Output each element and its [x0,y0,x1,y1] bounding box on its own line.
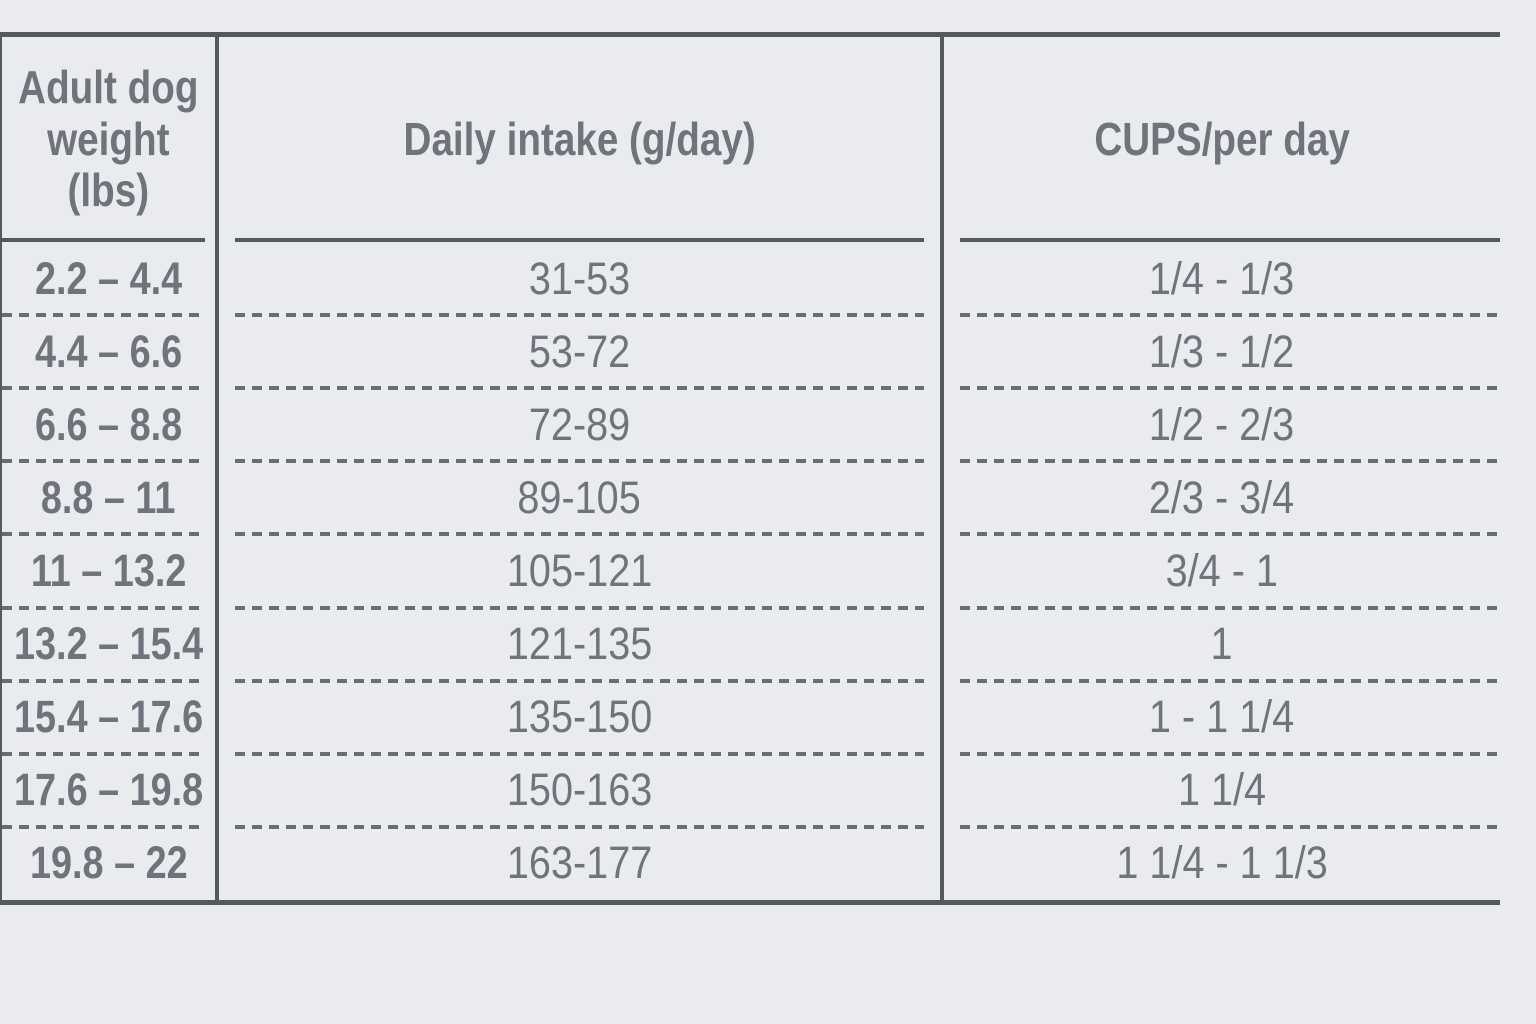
cups-value: 2/3 - 3/4 [1149,471,1295,523]
cups-value: 3/4 - 1 [1165,544,1279,596]
cups-value: 1 [1210,618,1234,670]
table-cell: 72-89 [219,388,944,464]
cups-value: 1/4 - 1/3 [1149,252,1295,304]
cups-value: 1 1/4 [1177,764,1267,816]
table-cell: 11 – 13.2 [2,534,219,610]
table-cell: 15.4 – 17.6 [2,680,219,756]
daily-intake-value: 121-135 [506,618,653,670]
table-cell: 3/4 - 1 [944,534,1500,610]
cups-value: 1/3 - 1/2 [1149,325,1295,377]
cups-value: 1 - 1 1/4 [1149,691,1295,743]
cups-value: 1 1/4 - 1 1/3 [1116,837,1328,889]
weight-range: 8.8 – 11 [41,471,176,523]
table-cell: 150-163 [219,753,944,829]
table-cell: 1/2 - 2/3 [944,388,1500,464]
dog-feeding-table: Adult dog weight (lbs) Daily intake (g/day… [0,32,1500,905]
daily-intake-value: 31-53 [528,252,631,304]
daily-intake-value: 163-177 [506,837,653,889]
cups-value: 1/2 - 2/3 [1149,398,1295,450]
table-cell: 2.2 – 4.4 [2,242,219,318]
table-cell: 13.2 – 15.4 [2,607,219,683]
weight-range: 15.4 – 17.6 [13,691,204,743]
table-cell: 2/3 - 3/4 [944,461,1500,537]
weight-range: 13.2 – 15.4 [13,618,204,670]
weight-range: 17.6 – 19.8 [13,764,204,816]
daily-intake-value: 135-150 [506,691,653,743]
weight-range: 6.6 – 8.8 [34,398,183,450]
table-cell: 121-135 [219,607,944,683]
daily-intake-value: 105-121 [506,544,653,596]
table-cell: 89-105 [219,461,944,537]
table-cell: 1/4 - 1/3 [944,242,1500,318]
daily-intake-value: 89-105 [517,471,642,523]
weight-range: 11 – 13.2 [30,544,187,596]
table-cell: 105-121 [219,534,944,610]
weight-range: 4.4 – 6.6 [34,325,183,377]
table-cell: 8.8 – 11 [2,461,219,537]
table-cell: 31-53 [219,242,944,318]
table-cell: 4.4 – 6.6 [2,315,219,391]
table-cell: 135-150 [219,680,944,756]
table-cell: 6.6 – 8.8 [2,388,219,464]
header-cups-per-day-label: CUPS/per day [1094,112,1350,165]
table-cell: 163-177 [219,826,944,900]
daily-intake-value: 72-89 [528,398,631,450]
header-daily-intake: Daily intake (g/day) [219,37,944,242]
table-cell: 1 1/4 [944,754,1500,829]
header-daily-intake-label: Daily intake (g/day) [403,112,756,165]
table-cell: 17.6 – 19.8 [2,753,219,829]
daily-intake-value: 53-72 [528,325,631,377]
table-cell: 1 [944,608,1500,683]
weight-range: 19.8 – 22 [29,837,188,889]
table-cell: 1 - 1 1/4 [944,681,1500,756]
header-adult-dog-weight-label: Adult dog weight (lbs) [18,60,199,217]
table-cell: 1/3 - 1/2 [944,315,1500,391]
weight-range: 2.2 – 4.4 [34,252,183,304]
table-cell: 19.8 – 22 [2,826,219,900]
header-adult-dog-weight: Adult dog weight (lbs) [2,37,219,242]
table-cell: 1 1/4 - 1 1/3 [944,827,1500,900]
header-cups-per-day: CUPS/per day [944,37,1500,242]
table-cell: 53-72 [219,315,944,391]
daily-intake-value: 150-163 [506,764,653,816]
